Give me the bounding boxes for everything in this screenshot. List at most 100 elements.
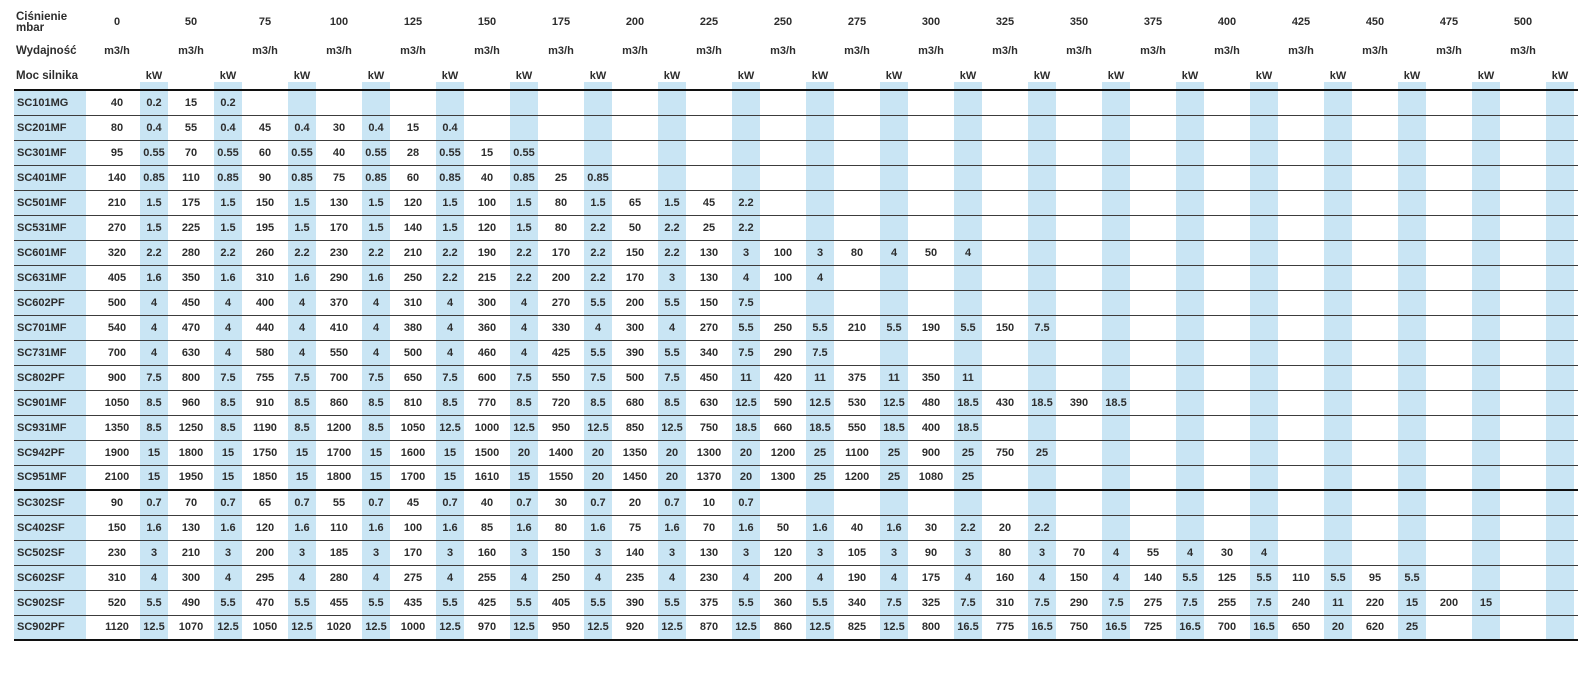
flow-value-cell: 400 [921,421,941,434]
flow-value-cell: 450 [181,296,201,309]
power-value-cell [1320,415,1356,440]
flow-value-cell: 55 [332,496,346,509]
power-value-cell: 1.6 [580,515,616,540]
power-value-cell: 0.55 [284,140,320,165]
flow-value-cell [320,90,358,115]
power-value-cell [1320,540,1356,565]
power-value-cell: 15 [136,465,172,490]
power-value-cell [1542,90,1578,115]
power-value-cell: 0.7 [654,490,690,515]
flow-value-cell: 190 [921,321,941,334]
flow-value-cell: 530 [847,396,867,409]
header-spacer [876,4,912,40]
flow-value-cell [1208,215,1246,240]
flow-value-cell: 150 [699,296,719,309]
flow-value-cell [1134,340,1172,365]
power-value-cell [1320,115,1356,140]
power-value-cell [1468,415,1504,440]
power-value-cell: 3 [950,540,986,565]
flow-value-cell: 1600 [400,446,426,459]
flow-value-cell [1208,515,1246,540]
power-value-cell: 2.2 [432,240,468,265]
power-value-cell: 0.2 [210,90,246,115]
flow-value-cell: 80 [554,196,568,209]
power-value-cell: 5.5 [728,590,764,615]
flow-value-cell [616,165,654,190]
power-value-cell [1320,240,1356,265]
power-value-cell: 15 [1468,590,1504,615]
flow-value-cell: 55 [1146,546,1160,559]
table-row: SC942PF 1900 15 1800 15 1750 15 1700 15 1600 15 150… [14,440,1578,465]
flow-value-cell: 1350 [622,446,648,459]
flow-value-cell: 800 [181,371,201,384]
flow-value-cell [986,290,1024,315]
power-value-cell [1542,440,1578,465]
power-value-cell: 11 [1320,590,1356,615]
flow-value-cell: 490 [181,596,201,609]
flow-value-cell: 95 [110,146,124,159]
power-value-cell [1246,90,1282,115]
flow-value-cell: 90 [258,171,272,184]
flow-value-cell [1282,265,1320,290]
flow-value-cell: 375 [699,596,719,609]
power-value-cell: 12.5 [136,615,172,640]
flow-value-cell [1504,215,1542,240]
pressure-value-header: 0 [113,16,121,28]
flow-value-cell: 150 [1069,571,1089,584]
flow-value-cell [1208,90,1246,115]
power-value-cell [1394,240,1430,265]
flow-value-cell [764,190,802,215]
flow-value-cell: 950 [551,421,571,434]
power-value-cell: 12.5 [876,615,912,640]
power-value-cell: 4 [432,290,468,315]
power-value-cell [1542,115,1578,140]
model-name: SC101MG [14,90,98,115]
power-value-cell [1320,140,1356,165]
flow-value-cell: 725 [1143,621,1163,634]
flow-value-cell [616,90,654,115]
flow-value-cell: 100 [773,246,793,259]
power-value-cell [1542,315,1578,340]
power-value-cell [1320,215,1356,240]
model-name: SC902PF [14,615,98,640]
header-spacer [654,40,690,62]
flow-value-cell: 400 [255,296,275,309]
power-value-cell: 0.7 [136,490,172,515]
flow-value-cell: 1050 [252,621,278,634]
power-value-cell [1320,90,1356,115]
flow-value-cell [838,215,876,240]
power-value-cell [1394,215,1430,240]
flow-value-cell: 190 [477,246,497,259]
power-value-cell [876,340,912,365]
pressure-label-text: Ciśnienie [16,10,68,23]
flow-value-cell [1430,540,1468,565]
power-value-cell [1394,115,1430,140]
power-value-cell: 25 [802,440,838,465]
power-unit-header: kW [950,62,986,90]
power-value-cell [1468,315,1504,340]
flow-value-cell: 720 [551,396,571,409]
flow-value-cell [1430,90,1468,115]
flow-value-cell: 90 [924,546,938,559]
power-unit-header: kW [876,62,912,90]
flow-value-cell: 800 [921,621,941,634]
flow-value-cell: 750 [1069,621,1089,634]
header-spacer [506,40,542,62]
power-value-cell: 8.5 [284,390,320,415]
flow-value-cell: 405 [551,596,571,609]
power-value-cell: 3 [654,265,690,290]
power-value-cell: 12.5 [876,390,912,415]
power-value-cell: 15 [284,440,320,465]
power-value-cell [1246,415,1282,440]
header-spacer [1394,4,1430,40]
power-value-cell [950,190,986,215]
table-body: SC101MG 40 0.2 15 0.2 SC201MF 80 0.4 55 0.4 45 0.4 3… [14,90,1578,640]
flow-value-cell [912,215,950,240]
power-value-cell [1172,315,1208,340]
flow-value-cell [986,115,1024,140]
model-name: SC201MF [14,115,98,140]
power-value-cell [1098,340,1134,365]
power-value-cell [1542,215,1578,240]
flow-value-cell: 140 [625,546,645,559]
power-value-cell: 1.6 [654,515,690,540]
